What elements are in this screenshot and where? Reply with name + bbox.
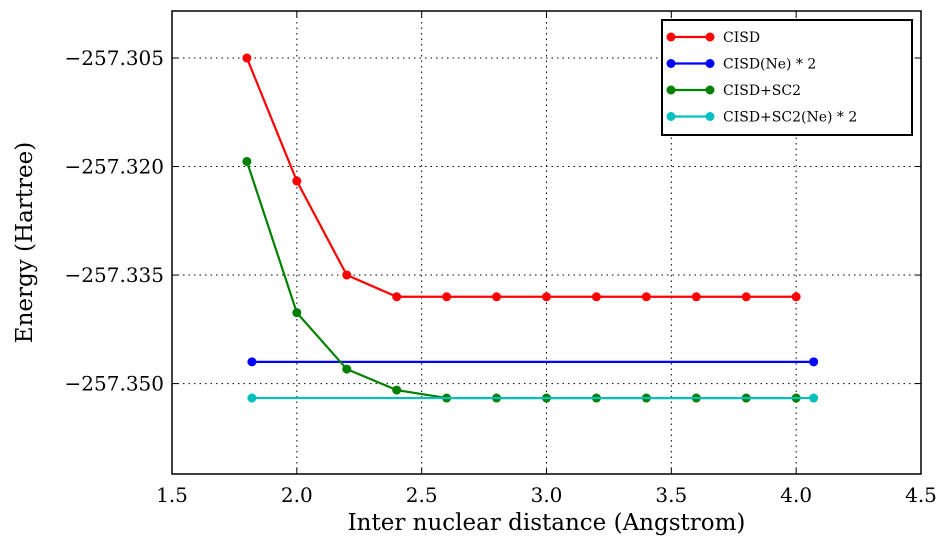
legend-marker <box>666 85 676 95</box>
x-axis-label: Inter nuclear distance (Angstrom) <box>348 510 746 536</box>
data-point <box>492 292 502 302</box>
data-point <box>442 292 452 302</box>
x-tick-label: 2.5 <box>406 483 438 507</box>
data-point <box>741 292 751 302</box>
data-point <box>691 292 701 302</box>
data-point <box>392 292 402 302</box>
legend-entry: CISD <box>666 30 760 46</box>
series-layer <box>242 53 819 403</box>
data-point <box>591 292 601 302</box>
x-tick-label: 2.0 <box>281 483 313 507</box>
series-4 <box>247 393 819 403</box>
x-tick-label: 4.5 <box>905 483 937 507</box>
legend-marker <box>705 32 715 42</box>
y-tick-label: −257.320 <box>65 155 164 179</box>
x-tick-label: 1.5 <box>156 483 188 507</box>
series-2 <box>247 357 819 367</box>
legend-label: CISD+SC2(Ne) * 2 <box>723 110 857 126</box>
data-point <box>809 357 819 367</box>
data-point <box>392 385 402 395</box>
x-tick-label: 4.0 <box>780 483 812 507</box>
y-tick-label: −257.350 <box>65 372 164 396</box>
legend-marker <box>666 59 676 68</box>
legend-marker <box>705 112 715 121</box>
legend-marker <box>666 112 676 121</box>
data-point <box>342 364 352 374</box>
legend: CISD CISD(Ne) * 2 CISD+SC2 CISD+SC2(Ne) * 2 <box>661 19 913 136</box>
legend-entry: CISD(Ne) * 2 <box>666 57 816 73</box>
series-3 <box>242 156 801 403</box>
legend-label: CISD(Ne) * 2 <box>723 57 816 73</box>
legend-label: CISD+SC2 <box>723 83 801 99</box>
legend-entry: CISD+SC2(Ne) * 2 <box>666 110 857 126</box>
series-line <box>245 57 797 298</box>
legend-label: CISD <box>723 30 760 46</box>
axis-ticks: 1.5 2.0 2.5 3.0 3.5 4.0 4.5 −257.305 −257.320 −25… <box>65 11 937 507</box>
data-point <box>242 156 252 166</box>
data-point <box>292 176 302 186</box>
data-point <box>791 292 801 302</box>
legend-entry: CISD+SC2 <box>666 83 801 99</box>
y-axis-label: Energy (Hartree) <box>12 142 38 343</box>
data-point <box>242 53 252 63</box>
y-tick-label: −257.305 <box>65 46 164 70</box>
legend-marker <box>666 32 676 42</box>
data-point <box>542 292 551 302</box>
data-point <box>809 393 819 403</box>
y-tick-label: −257.335 <box>65 263 164 287</box>
data-point <box>342 270 352 280</box>
series-1 <box>242 53 801 302</box>
legend-marker <box>705 59 715 68</box>
data-point <box>641 292 651 302</box>
data-point <box>247 393 257 403</box>
legend-marker <box>705 85 715 95</box>
x-tick-label: 3.0 <box>531 483 563 507</box>
data-point <box>247 357 257 367</box>
data-point <box>292 308 302 318</box>
x-tick-label: 3.5 <box>655 483 687 507</box>
